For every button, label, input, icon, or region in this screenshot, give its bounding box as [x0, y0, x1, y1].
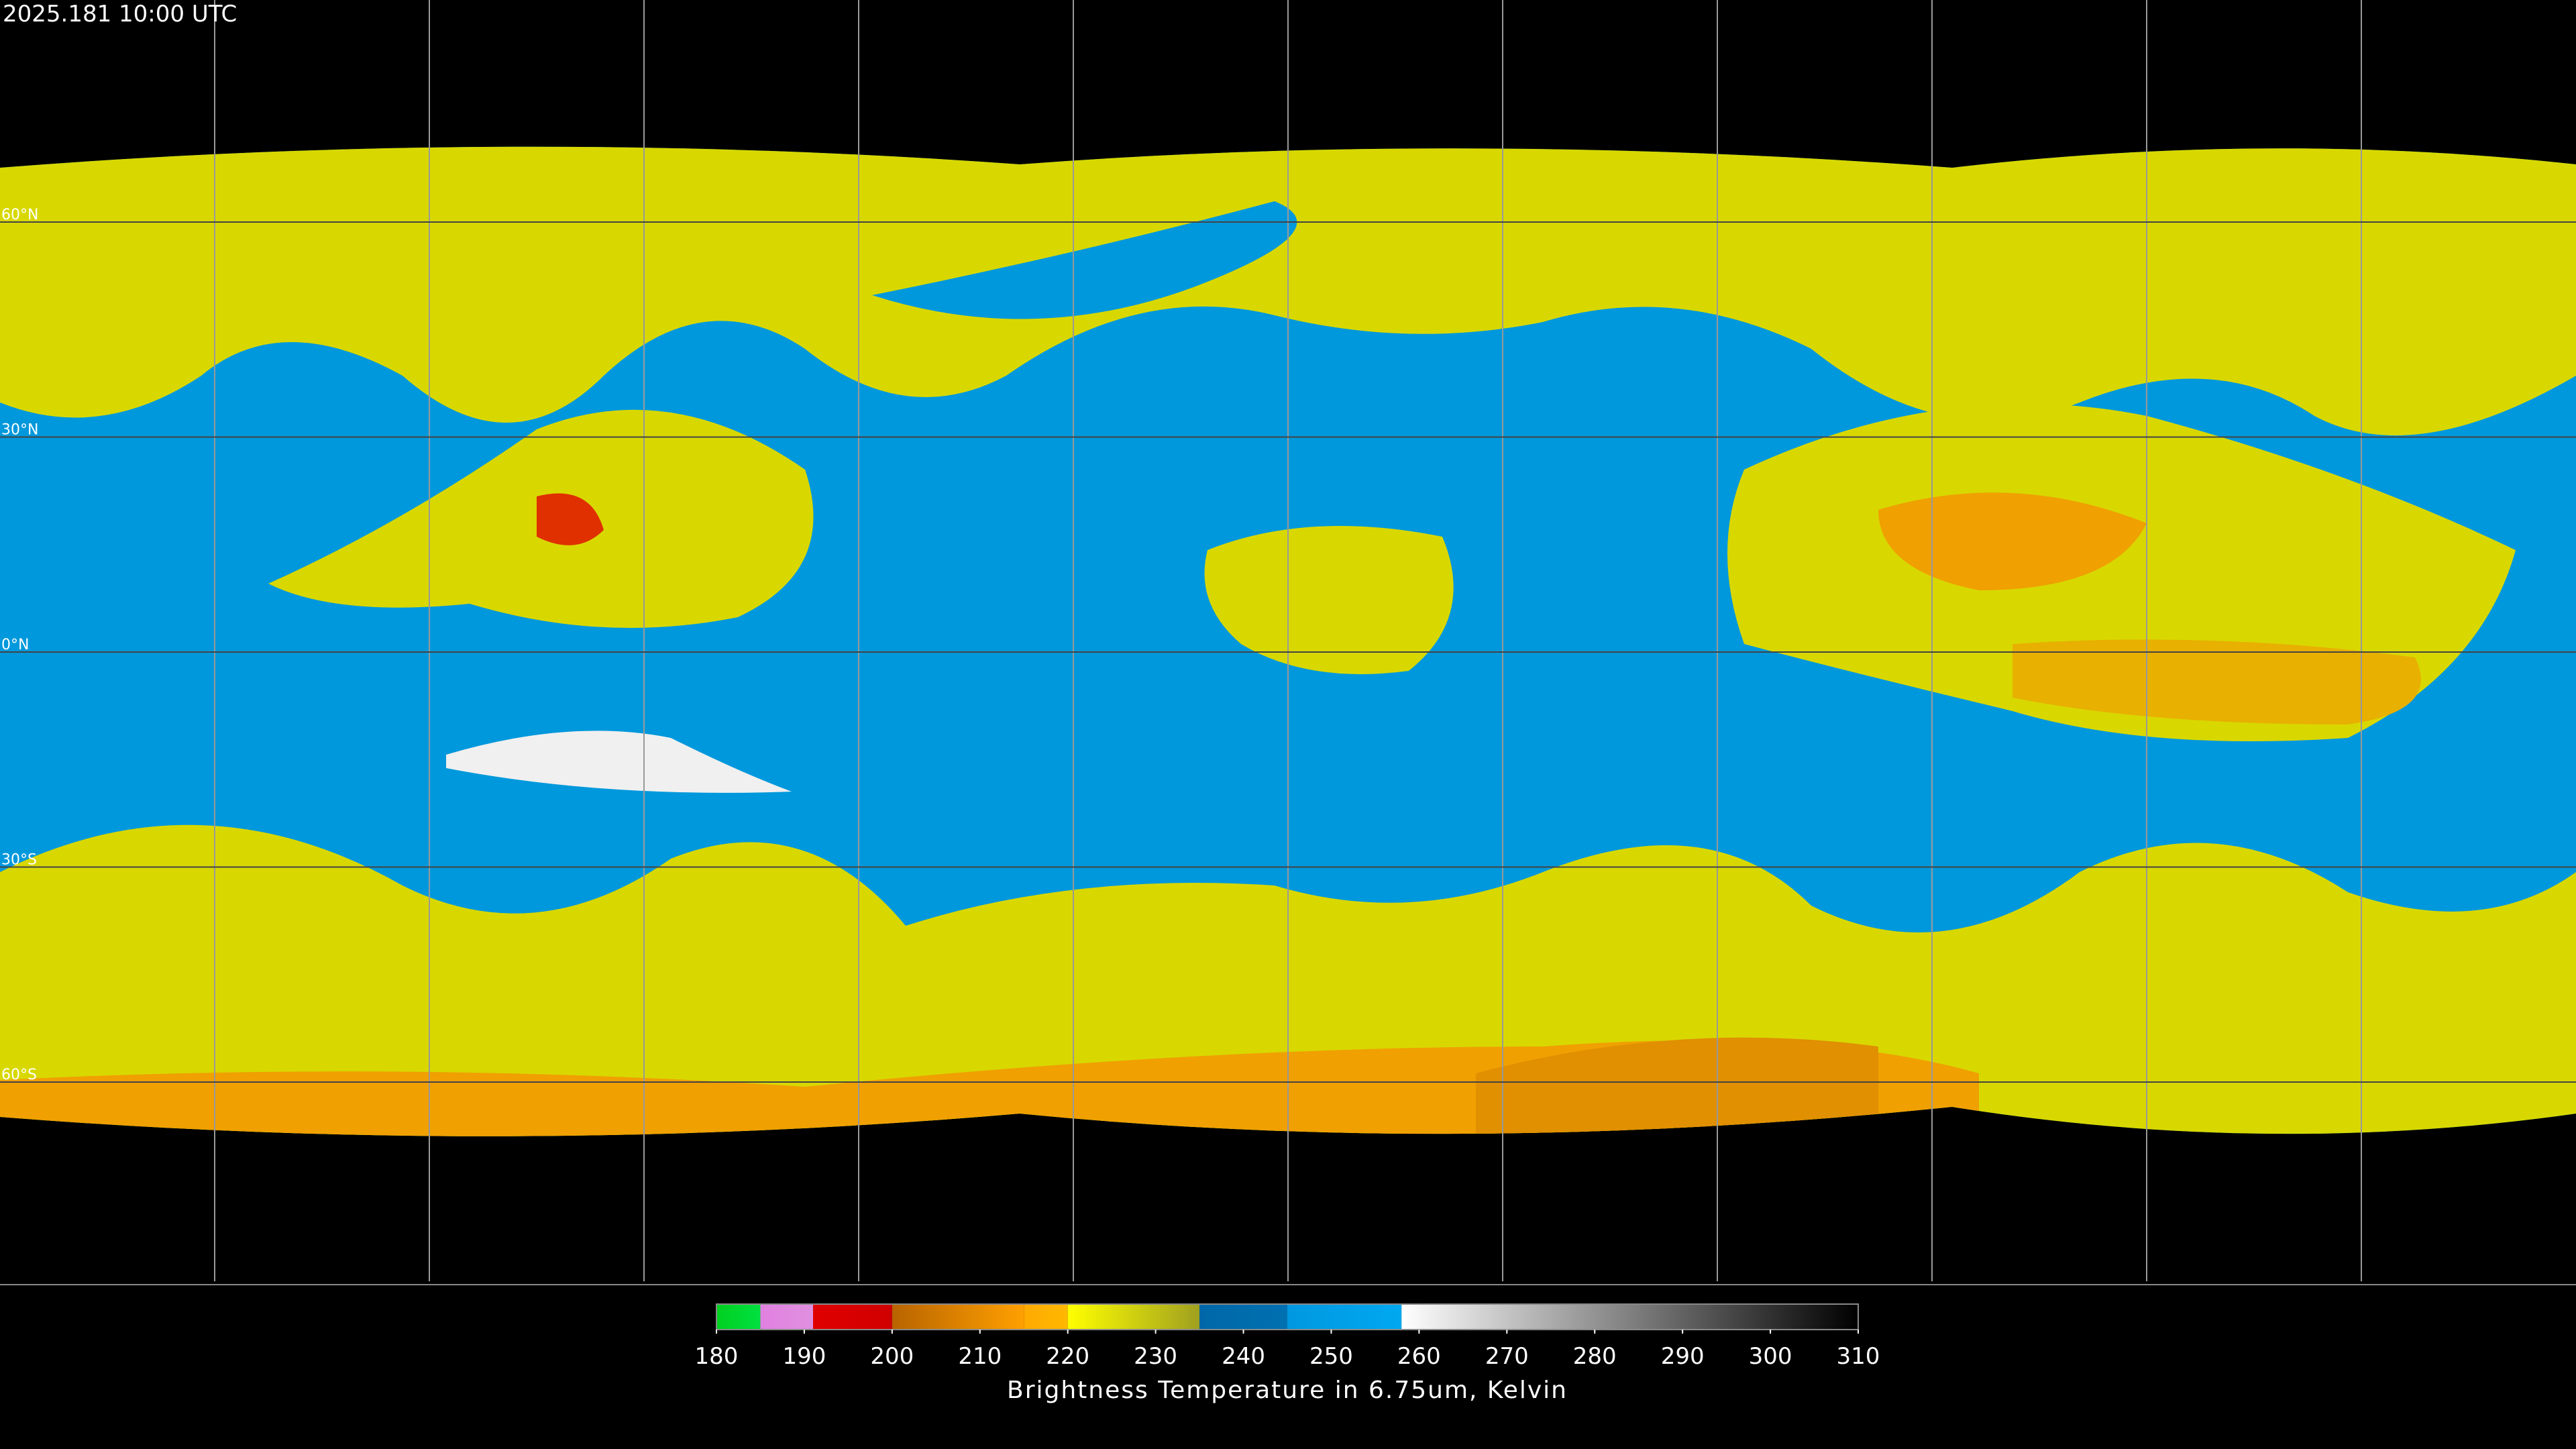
colorbar-segment [1067, 1304, 1200, 1330]
dry-slot [872, 201, 1297, 319]
colorbar-tick-label: 250 [1309, 1343, 1353, 1370]
colorbar-segment [1199, 1304, 1287, 1330]
colorbar-tick-label: 190 [782, 1343, 826, 1370]
colorbar-tick-label: 280 [1573, 1343, 1617, 1370]
colorbar-tick-label: 240 [1222, 1343, 1265, 1370]
colorbar-tick-label: 270 [1485, 1343, 1529, 1370]
lat-label: 30°S [1, 852, 37, 869]
convection-core [2012, 639, 2421, 724]
colorbar-tick-label: 310 [1837, 1343, 1880, 1370]
warm-dry-patch [446, 731, 792, 793]
colorbar: 180 190 200 210 220 230 240 250 260 270 280 290 300 3… [695, 1303, 1880, 1370]
colorbar-segment [716, 1304, 761, 1330]
colorbar-segment [1401, 1304, 1858, 1330]
convection [1204, 526, 1454, 674]
colorbar-label: Brightness Temperature in 6.75um, Kelvin [1007, 1377, 1568, 1404]
graticule: 60°N 30°N 0°N 30°S 60°S [0, 0, 2576, 1281]
convection-core [1878, 492, 2147, 590]
colorbar-tick-label: 200 [870, 1343, 914, 1370]
lat-label: 0°N [1, 637, 29, 653]
colorbar-tick-label: 260 [1397, 1343, 1441, 1370]
colorbar-frame [716, 1303, 1859, 1330]
colorbar-tick-label: 210 [958, 1343, 1002, 1370]
colorbar-tick-label: 290 [1661, 1343, 1705, 1370]
colorbar-segment [1024, 1304, 1068, 1330]
colorbar-tick-label: 230 [1134, 1343, 1177, 1370]
lat-label: 60°S [1, 1067, 37, 1083]
colorbar-tick-label: 300 [1749, 1343, 1792, 1370]
timestamp: 2025.181 10:00 UTC [3, 1, 237, 28]
colorbar-segment [892, 1304, 1024, 1330]
lat-label: 60°N [1, 207, 38, 223]
colorbar-tick-label: 220 [1046, 1343, 1089, 1370]
colorbar-tick-label: 180 [695, 1343, 739, 1370]
convection-core [537, 493, 604, 545]
lat-label: 30°N [1, 422, 38, 439]
colorbar-segment [813, 1304, 892, 1330]
colorbar-segment [1287, 1304, 1402, 1330]
colorbar-segment [760, 1304, 814, 1330]
